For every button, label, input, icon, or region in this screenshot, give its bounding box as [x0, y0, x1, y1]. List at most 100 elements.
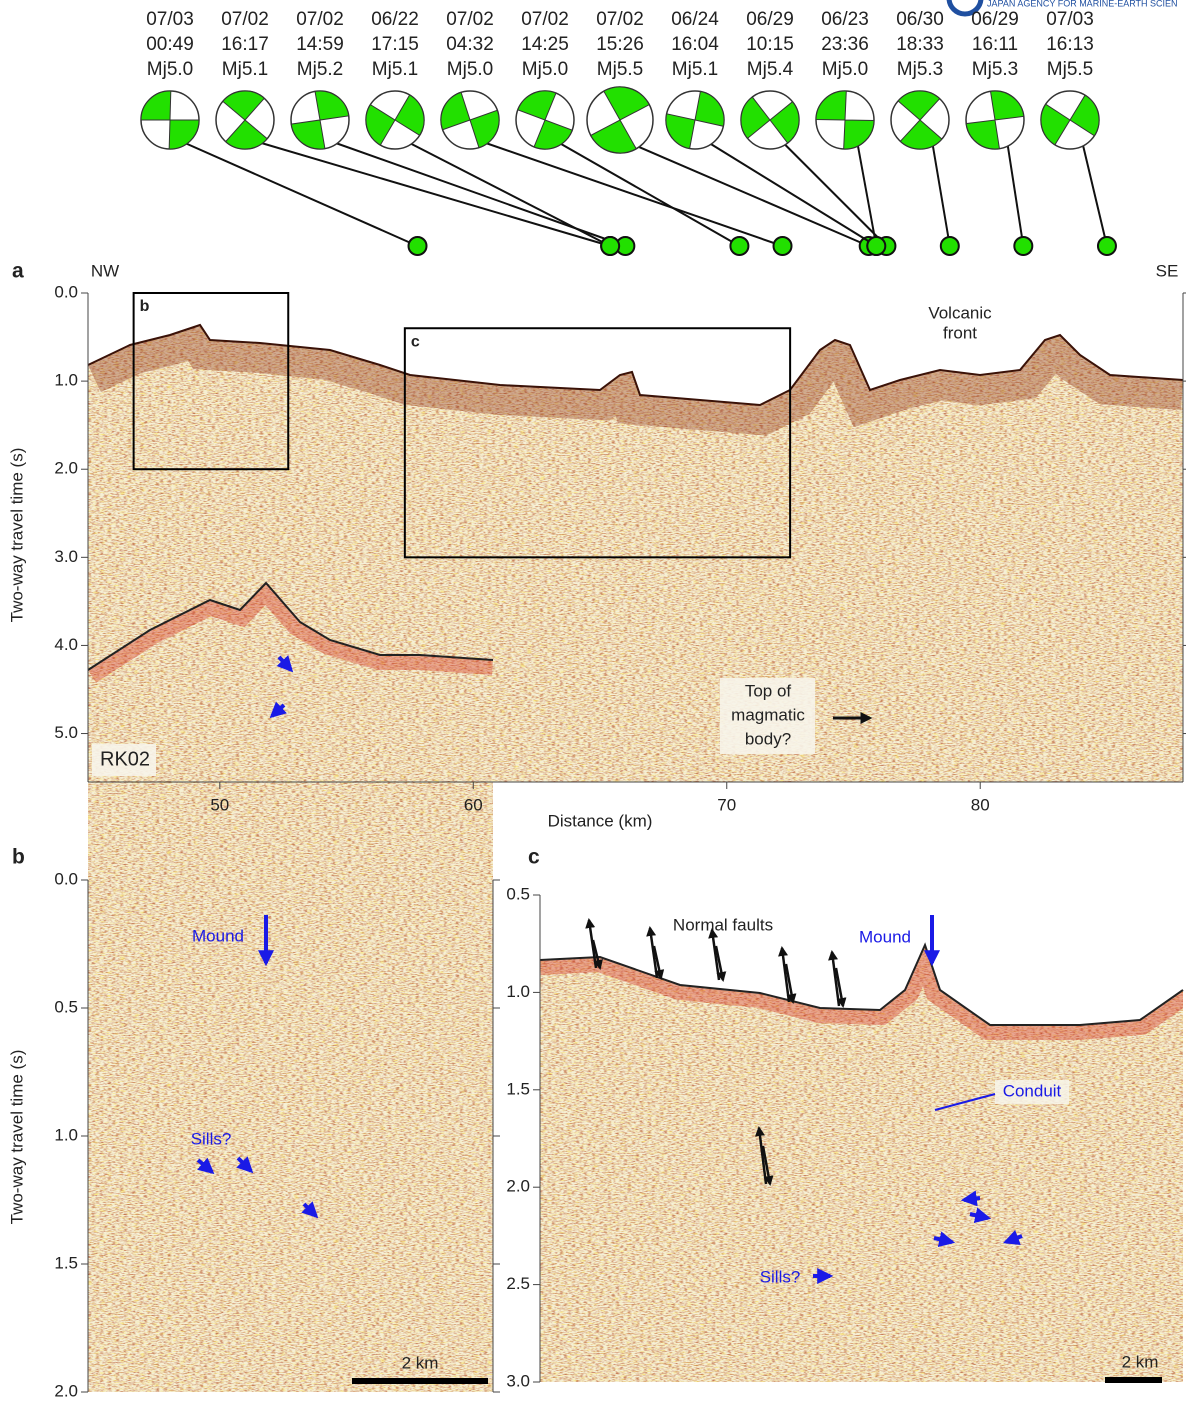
focal-quadrant [440, 91, 500, 149]
seafloor [87, 323, 1184, 407]
event-date: 06/30 [896, 9, 944, 30]
epicenter-leader [931, 141, 951, 247]
epicenter-leader [706, 140, 877, 247]
y-tick-label: 1.5 [506, 1079, 530, 1098]
annotation: front [943, 323, 977, 342]
y-tick-label: 2.0 [506, 1177, 530, 1196]
event-time: 04:32 [446, 34, 494, 55]
event-magnitude: Mj5.2 [297, 59, 343, 80]
event-date: 07/02 [296, 9, 344, 30]
scale-label: 2 km [402, 1353, 439, 1372]
annotation: Sills? [760, 1267, 801, 1286]
epicenter [1096, 236, 1117, 256]
event-time: 16:04 [671, 34, 719, 55]
focal-quadrant [590, 86, 650, 154]
annotation: body? [745, 729, 791, 748]
panel-label: b [12, 846, 25, 869]
inset-box [403, 327, 792, 559]
focal-quadrant [517, 90, 573, 150]
epicenter [600, 236, 621, 256]
epicenter-leader [406, 140, 611, 247]
epicenter-leader [856, 141, 878, 247]
scale-label: 2 km [1122, 1352, 1159, 1371]
y-tick-label: 1.5 [54, 1253, 78, 1272]
y-tick-label: 2.0 [54, 459, 78, 478]
event-date: 07/02 [596, 9, 644, 30]
event-date: 06/29 [746, 9, 794, 30]
direction-label: NW [91, 261, 119, 280]
focal-quadrant [290, 90, 350, 150]
event-date: 06/29 [971, 9, 1019, 30]
event-magnitude: Mj5.0 [822, 59, 868, 80]
x-tick-label: 60 [464, 795, 483, 814]
y-tick-label: 5.0 [54, 723, 78, 742]
event-date: 07/02 [221, 9, 269, 30]
focal-quadrant [965, 90, 1025, 150]
event-time: 10:15 [746, 34, 794, 55]
y-tick-label: 1.0 [54, 371, 78, 390]
epicenter-leader [181, 140, 418, 247]
event-date: 06/22 [371, 9, 419, 30]
y-tick-label: 0.5 [54, 997, 78, 1016]
y-tick-label: 1.0 [506, 982, 530, 1001]
label-bg [720, 678, 815, 754]
x-axis-label: Distance (km) [548, 811, 653, 830]
event-date: 07/03 [146, 9, 194, 30]
event-time: 16:13 [1046, 34, 1094, 55]
event-date: 06/24 [671, 9, 719, 30]
seafloor [87, 581, 494, 671]
event-time: 15:26 [596, 34, 644, 55]
event-time: 16:11 [972, 34, 1018, 55]
event-magnitude: Mj5.0 [447, 59, 493, 80]
event-time: 23:36 [821, 34, 869, 55]
epicenter-leader [256, 140, 611, 247]
epicenter [407, 236, 428, 256]
focal-quadrant [1040, 94, 1100, 146]
event-time: 00:49 [146, 34, 194, 55]
y-tick-label: 2.5 [506, 1274, 530, 1293]
y-tick-label: 2.0 [54, 1381, 78, 1400]
inset-box [132, 292, 290, 471]
y-tick-label: 0.0 [54, 869, 78, 888]
focal-quadrant [665, 90, 725, 150]
epicenter-leader [1081, 141, 1108, 247]
event-date: 07/02 [521, 9, 569, 30]
annotation: Volcanic [928, 303, 992, 322]
label-bg [92, 744, 156, 776]
epicenter-leader [556, 140, 740, 247]
focal-quadrant [740, 96, 800, 144]
panel-label: c [528, 846, 540, 869]
event-magnitude: Mj5.1 [372, 59, 418, 80]
y-axis-label: Two-way travel time (s) [7, 1050, 26, 1225]
logo-text: JAPAN AGENCY FOR MARINE-EARTH SCIEN [987, 0, 1178, 8]
annotation: magmatic [731, 705, 805, 724]
focal-quadrant [897, 90, 943, 150]
logo: JAPAN AGENCY FOR MARINE-EARTH SCIEN [946, 0, 1178, 17]
panel-label: a [12, 260, 24, 283]
direction-label: SE [1156, 261, 1179, 280]
focal-quadrant [222, 90, 268, 150]
annotation: Normal faults [673, 915, 773, 934]
x-tick-label: 50 [210, 795, 229, 814]
event-date: 06/23 [821, 9, 869, 30]
x-tick-label: 70 [717, 795, 736, 814]
seafloor [539, 942, 1184, 1026]
leader [934, 1093, 996, 1111]
event-magnitude: Mj5.0 [147, 59, 193, 80]
annotation: Conduit [1003, 1081, 1062, 1100]
y-tick-label: 4.0 [54, 635, 78, 654]
y-tick-label: 0.5 [506, 884, 530, 903]
y-tick-label: 0.0 [54, 282, 78, 301]
epicenter [729, 236, 750, 256]
event-magnitude: Mj5.3 [972, 59, 1018, 80]
epicenter-leader [1006, 141, 1025, 247]
annotation: Top of [745, 681, 792, 700]
annotation: Sills? [191, 1129, 232, 1148]
y-axis-label: Two-way travel time (s) [7, 448, 26, 623]
arrows [196, 655, 319, 1219]
event-time: 14:25 [521, 34, 569, 55]
event-time: 16:17 [221, 34, 269, 55]
inset-label: c [411, 333, 420, 350]
inset-label: b [140, 298, 150, 315]
